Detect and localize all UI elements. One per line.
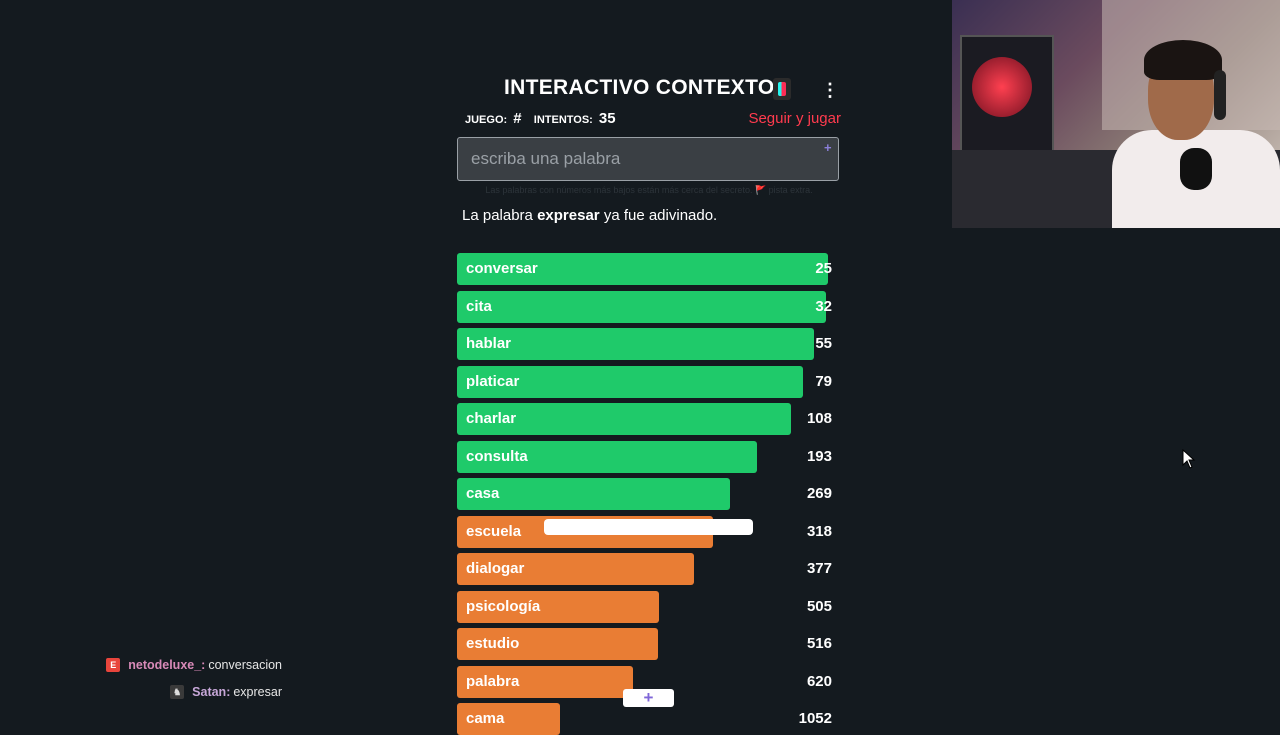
word-input[interactable] xyxy=(457,137,839,181)
overlay-bar xyxy=(544,519,753,535)
game-number: # xyxy=(513,110,522,127)
attempts-label: INTENTOS: xyxy=(533,114,593,126)
guess-rank: 1052 xyxy=(798,710,832,727)
guess-row: palabra 620 xyxy=(457,665,841,698)
chat-username: Satan: xyxy=(192,685,231,699)
guess-row: hablar 55 xyxy=(457,328,841,360)
guess-word: cama xyxy=(466,710,505,727)
guess-word: consulta xyxy=(466,447,528,465)
guess-row: platicar 79 xyxy=(457,365,841,398)
guess-rank: 505 xyxy=(806,597,832,615)
game-stats: JUEGO: # INTENTOS: 35 xyxy=(465,110,619,127)
guess-rank: 193 xyxy=(806,447,832,465)
guess-word: psicología xyxy=(466,597,541,615)
guess-word: escuela xyxy=(466,522,522,540)
guess-rank: 108 xyxy=(806,410,832,427)
guess-bar xyxy=(457,290,826,323)
guess-bar xyxy=(457,328,814,360)
guess-row: consulta 193 xyxy=(457,440,841,473)
plus-icon: + xyxy=(824,140,832,155)
chat-badge-icon: E xyxy=(106,658,121,672)
guess-bar xyxy=(457,440,757,473)
guess-rank: 79 xyxy=(815,372,832,390)
chat-text: conversacion xyxy=(208,658,282,672)
webcam-person-hair xyxy=(1144,40,1222,80)
message-prefix: La palabra xyxy=(462,207,533,224)
follow-and-play-link[interactable]: Seguir y jugar xyxy=(748,110,841,127)
game-label: JUEGO: xyxy=(465,114,508,126)
guess-rank: 318 xyxy=(806,522,832,540)
guess-row: dialogar 377 xyxy=(457,553,841,585)
guess-bar xyxy=(457,403,791,435)
hint-text: Las palabras con números más bajos están… xyxy=(485,185,813,195)
message-word: expresar xyxy=(537,207,600,224)
webcam-pc xyxy=(960,35,1054,159)
guess-word: palabra xyxy=(466,672,520,690)
webcam-feed xyxy=(952,0,1280,228)
guess-row: cama 1052 xyxy=(457,703,841,735)
attempts-count: 35 xyxy=(598,110,616,127)
guess-rank: 377 xyxy=(806,560,832,577)
guess-bar xyxy=(457,665,633,698)
page-title: INTERACTIVO CONTEXTO xyxy=(504,76,775,99)
more-options-icon[interactable]: ⋮ xyxy=(821,80,839,100)
guess-word: conversar xyxy=(466,260,538,277)
guess-rank: 620 xyxy=(806,672,832,690)
guess-word: estudio xyxy=(466,635,520,652)
webcam-headset xyxy=(1214,70,1226,120)
guess-word: casa xyxy=(466,485,500,502)
guess-row: psicología 505 xyxy=(457,590,841,623)
guess-rank: 55 xyxy=(815,335,832,352)
guess-word: platicar xyxy=(466,372,520,390)
chat-message: ♞ Satan: expresar xyxy=(170,682,282,702)
add-button[interactable]: + xyxy=(623,689,674,707)
status-message: La palabra expresar ya fue adivinado. xyxy=(462,207,717,224)
guess-rank: 25 xyxy=(815,260,832,277)
guess-word: dialogar xyxy=(466,560,525,577)
chat-badge-icon: ♞ xyxy=(170,685,185,699)
tiktok-logo-icon xyxy=(773,78,791,100)
webcam-microphone xyxy=(1180,148,1212,190)
guess-word: charlar xyxy=(466,410,517,427)
guess-rank: 269 xyxy=(806,485,832,502)
guess-bar xyxy=(457,628,658,660)
guess-row: casa 269 xyxy=(457,478,841,510)
guess-bar xyxy=(457,365,803,398)
guess-bar xyxy=(457,553,694,585)
guess-word: cita xyxy=(466,297,492,315)
guess-rank: 516 xyxy=(806,635,832,652)
message-suffix: ya fue adivinado. xyxy=(603,207,718,224)
guess-bar xyxy=(457,478,730,510)
title-row: INTERACTIVO CONTEXTO ⋮ xyxy=(457,74,841,106)
chat-username: netodeluxe_: xyxy=(128,658,206,672)
guess-word: hablar xyxy=(466,335,512,352)
guess-row: conversar 25 xyxy=(457,253,841,285)
guess-row: cita 32 xyxy=(457,290,841,323)
guess-row: charlar 108 xyxy=(457,403,841,435)
chat-text: expresar xyxy=(233,685,282,699)
guess-rank: 32 xyxy=(815,297,832,315)
guess-bar xyxy=(457,253,828,285)
guess-bar xyxy=(457,590,659,623)
guess-row: estudio 516 xyxy=(457,628,841,660)
